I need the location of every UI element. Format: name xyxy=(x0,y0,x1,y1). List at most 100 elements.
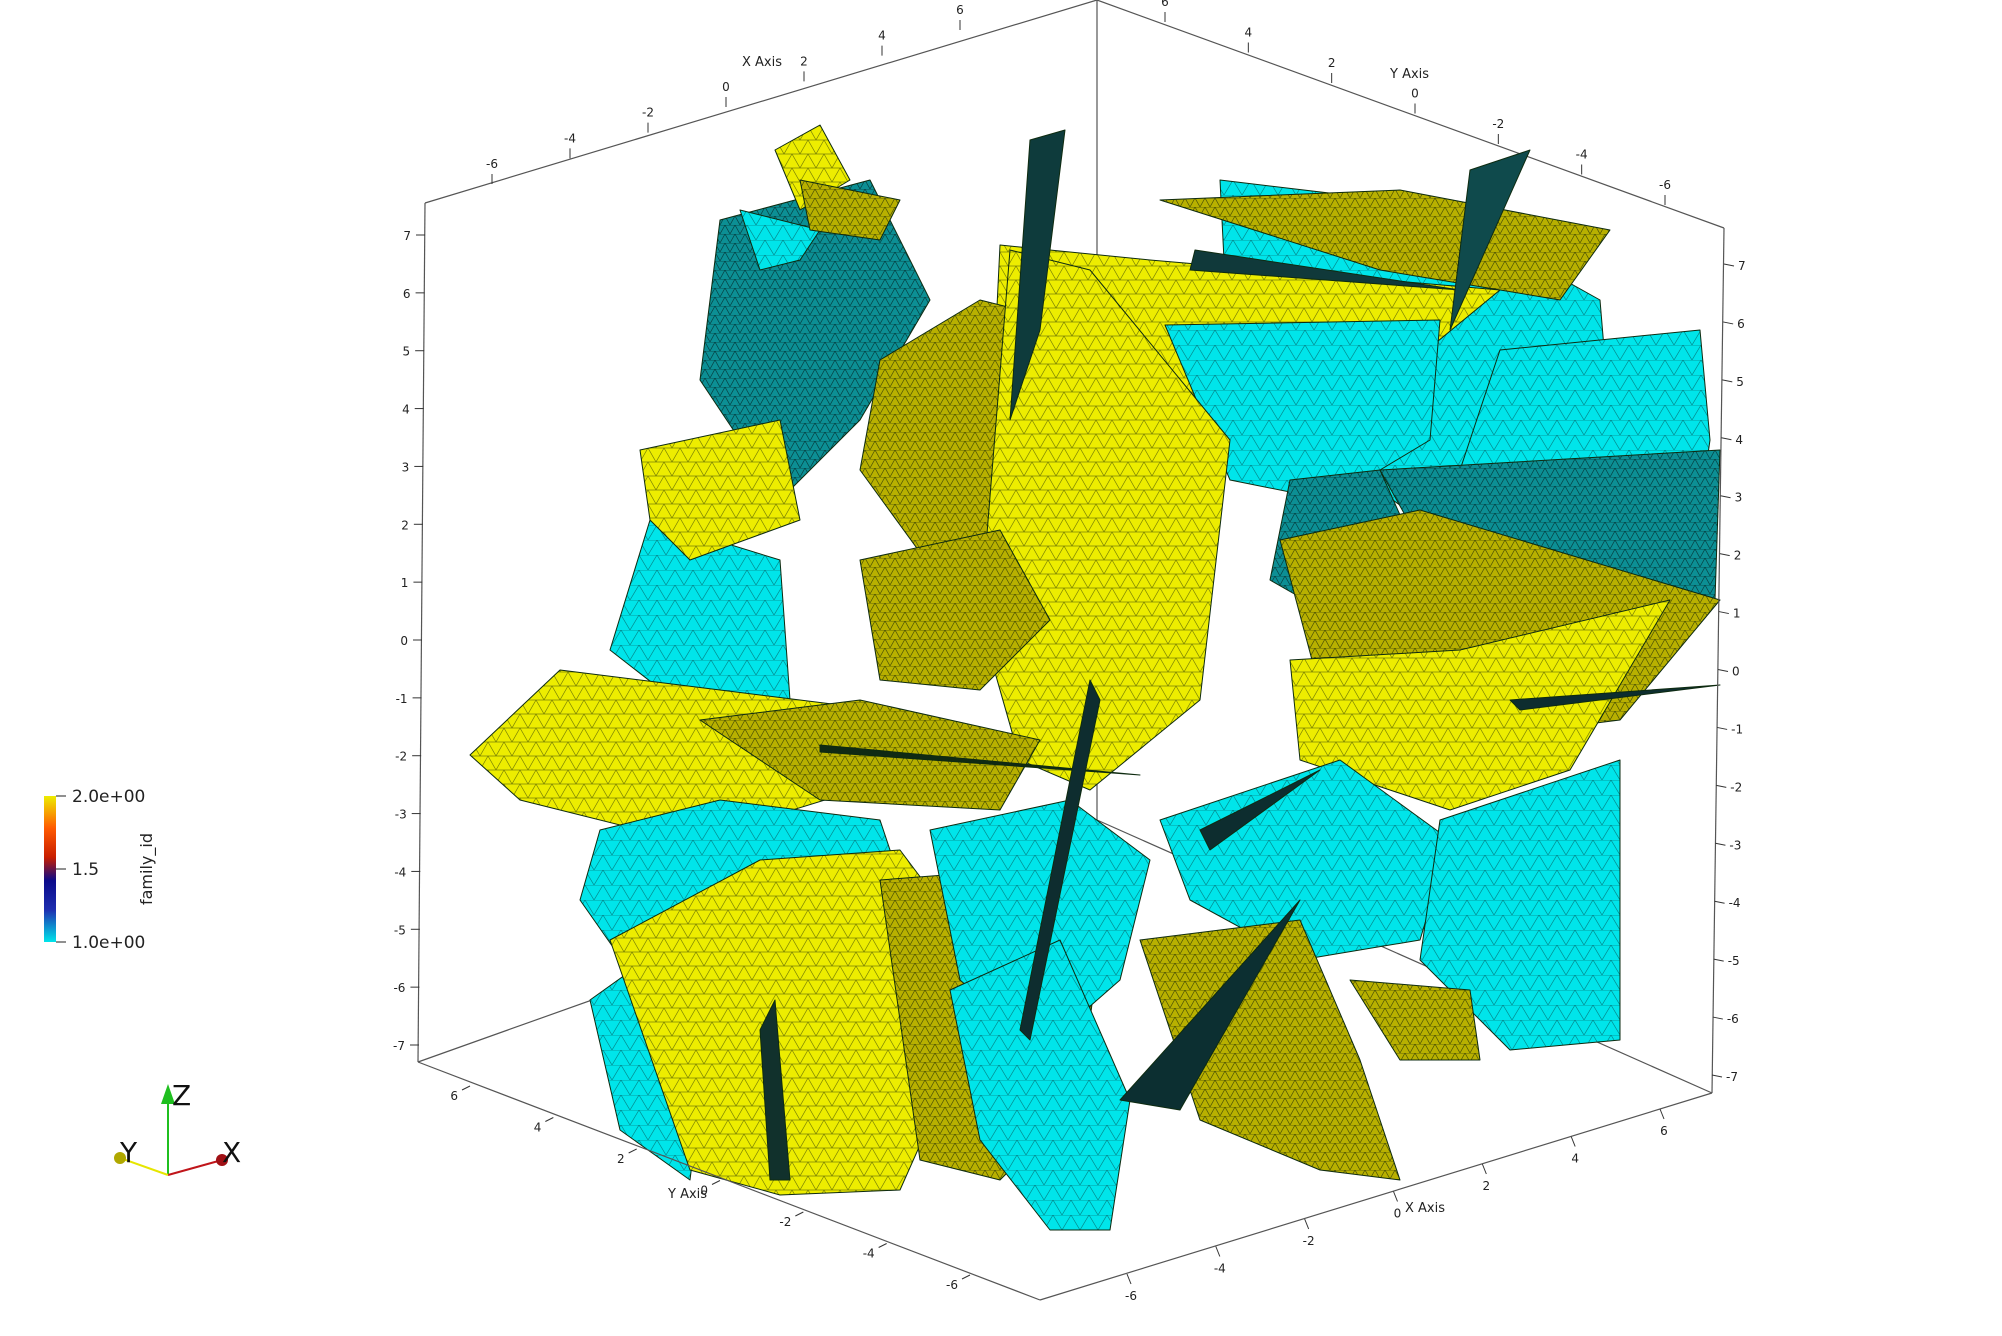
right-z-axis-tick-label: 5 xyxy=(1736,375,1744,389)
orientation-axes-widget[interactable]: Z X Y xyxy=(114,1079,241,1176)
right-z-axis-tick-mark xyxy=(1719,553,1730,557)
right-z-axis-tick-mark xyxy=(1716,784,1727,788)
right-z-axis-tick-mark xyxy=(1721,437,1732,441)
right-z-axis-tick-label: -3 xyxy=(1729,838,1741,852)
top-y-axis-tick-label: 0 xyxy=(1411,87,1419,101)
right-z-axis-tick-mark xyxy=(1711,1074,1723,1078)
bottom-y-axis-tick-label: -6 xyxy=(946,1278,958,1292)
legend-title: family_id xyxy=(137,833,157,905)
orientation-z-label: Z xyxy=(172,1079,191,1112)
cyan-fracture-surface xyxy=(949,939,1131,1231)
right-z-axis-ticks: 7 6 5 4 3 2 1 0 -1 -2 -3 -4 -5 -6 -7 xyxy=(1711,259,1746,1084)
yellow-fracture-surface xyxy=(639,419,801,561)
top-y-axis-tick-label: 6 xyxy=(1161,0,1169,9)
bottom-x-axis-tick-mark xyxy=(1393,1191,1398,1202)
right-z-axis-tick-label: -7 xyxy=(1726,1070,1738,1084)
left-z-axis-tick-label: 2 xyxy=(401,518,409,532)
right-z-axis-tick-mark xyxy=(1723,263,1735,267)
top-x-axis-title: X Axis xyxy=(742,55,782,70)
top-y-axis-ticks: 6 4 2 0 -2 -4 -6 xyxy=(1161,0,1671,205)
left-z-axis-tick-label: 5 xyxy=(403,345,411,359)
left-z-axis-tick-label: -6 xyxy=(393,981,405,995)
left-z-axis-tick-label: -7 xyxy=(393,1039,405,1053)
bottom-x-axis-tick-mark xyxy=(1215,1246,1221,1257)
right-z-axis-tick-label: -6 xyxy=(1727,1012,1739,1026)
orientation-y-label: Y xyxy=(119,1136,138,1169)
bottom-x-axis-tick-mark xyxy=(1481,1163,1487,1175)
right-z-axis-tick-label: -1 xyxy=(1731,722,1743,736)
right-z-axis-tick-label: 1 xyxy=(1733,607,1741,621)
right-z-axis-tick-mark xyxy=(1713,958,1724,962)
bottom-y-axis-tick-mark xyxy=(628,1148,637,1154)
orientation-x-axis xyxy=(167,1159,223,1176)
fracture-edge-sliver xyxy=(1509,684,1721,711)
right-z-axis-tick-label: 2 xyxy=(1734,549,1742,563)
orientation-x-arrowhead xyxy=(216,1154,228,1166)
orientation-y-axis xyxy=(119,1157,169,1176)
top-y-axis-title: Y Axis xyxy=(1389,67,1429,82)
bottom-y-axis-tick-mark xyxy=(461,1085,471,1091)
left-z-axis-tick-label: 7 xyxy=(403,229,411,243)
top-x-axis-tick-label: 6 xyxy=(956,3,964,17)
bottom-x-axis-tick-mark xyxy=(1659,1108,1665,1120)
top-x-axis-tick-label: -4 xyxy=(564,131,576,145)
right-z-axis-tick-label: -4 xyxy=(1729,896,1741,910)
right-z-axis-tick-label: 6 xyxy=(1737,317,1745,331)
bottom-y-axis-tick-label: 2 xyxy=(617,1152,625,1166)
right-z-axis-tick-mark xyxy=(1715,842,1726,846)
left-z-axis-tick-label: -5 xyxy=(394,923,406,937)
fracture-edge-sliver xyxy=(1449,149,1531,331)
top-y-axis-tick-label: -2 xyxy=(1492,117,1504,131)
bottom-x-axis-tick-label: 6 xyxy=(1660,1124,1668,1138)
left-z-axis-tick-label: -3 xyxy=(395,808,407,822)
legend-max-label: 2.0e+00 xyxy=(72,787,145,807)
cyan-fracture-surface xyxy=(739,209,821,271)
bottom-x-axis-tick-label: -6 xyxy=(1125,1289,1137,1303)
fracture-mesh-surfaces xyxy=(469,124,1721,1231)
fracture-edge-sliver xyxy=(1189,249,1461,291)
right-z-axis-tick-label: 0 xyxy=(1732,665,1740,679)
bottom-y-axis-title: Y Axis xyxy=(667,1187,707,1202)
bottom-y-axis-ticks: 6 4 2 0 -2 -4 -6 xyxy=(450,1085,971,1292)
left-z-axis-tick-label: 0 xyxy=(400,634,408,648)
bottom-x-axis-tick-label: -2 xyxy=(1303,1234,1315,1248)
orientation-x-label: X xyxy=(222,1136,241,1169)
legend-color-bar xyxy=(44,796,56,942)
right-z-axis-tick-mark xyxy=(1720,495,1731,499)
right-z-axis-tick-label: -5 xyxy=(1728,954,1740,968)
top-y-axis-tick-label: -4 xyxy=(1576,148,1588,162)
top-y-axis-tick-label: -6 xyxy=(1659,178,1671,192)
bottom-y-axis-tick-label: -2 xyxy=(779,1215,791,1229)
bottom-y-axis-tick-label: 4 xyxy=(534,1121,542,1135)
left-z-axis-tick-label: -4 xyxy=(394,865,406,879)
right-z-axis-tick-mark xyxy=(1718,611,1729,615)
right-z-axis-tick-label: 4 xyxy=(1735,433,1743,447)
left-z-axis-tick-label: 6 xyxy=(403,287,411,301)
left-z-axis-tick-label: -1 xyxy=(396,692,408,706)
left-z-axis-tick-label: 4 xyxy=(402,403,410,417)
right-z-axis-tick-label: 7 xyxy=(1738,259,1746,273)
fracture-edge-sliver xyxy=(1199,769,1321,851)
fracture-edge-sliver xyxy=(819,744,1141,776)
top-x-axis-ticks: -6 -4 -2 0 2 4 6 xyxy=(486,3,964,184)
top-x-axis-tick-label: 0 xyxy=(722,80,730,94)
cyan-fracture-surface xyxy=(1159,759,1451,961)
bottom-x-axis-ticks: -6 -4 -2 0 2 4 6 xyxy=(1125,1108,1668,1303)
top-x-axis-tick-label: 2 xyxy=(800,54,808,68)
yellow-fracture-surface xyxy=(1289,599,1671,811)
fracture-edge-sliver xyxy=(759,999,791,1181)
left-z-axis-tick-label: 1 xyxy=(401,576,409,590)
orientation-y-arrowhead xyxy=(114,1152,126,1164)
bottom-y-axis-tick-label: 0 xyxy=(700,1184,708,1198)
top-y-axis-tick-label: 2 xyxy=(1328,56,1336,70)
color-legend: 2.0e+00 1.5 1.0e+00 family_id xyxy=(44,787,157,953)
bottom-x-axis-tick-mark xyxy=(1570,1136,1576,1147)
right-z-axis-tick-mark xyxy=(1723,321,1734,325)
left-z-axis-ticks: 7 6 5 4 3 2 1 0 -1 -2 -3 -4 -5 -6 -7 xyxy=(393,229,425,1053)
bottom-x-axis-tick-label: 2 xyxy=(1483,1179,1491,1193)
bottom-y-axis-tick-label: 6 xyxy=(450,1089,458,1103)
fracture-edge-sliver xyxy=(1019,679,1101,1041)
cyan-fracture-surface xyxy=(1419,759,1621,1051)
